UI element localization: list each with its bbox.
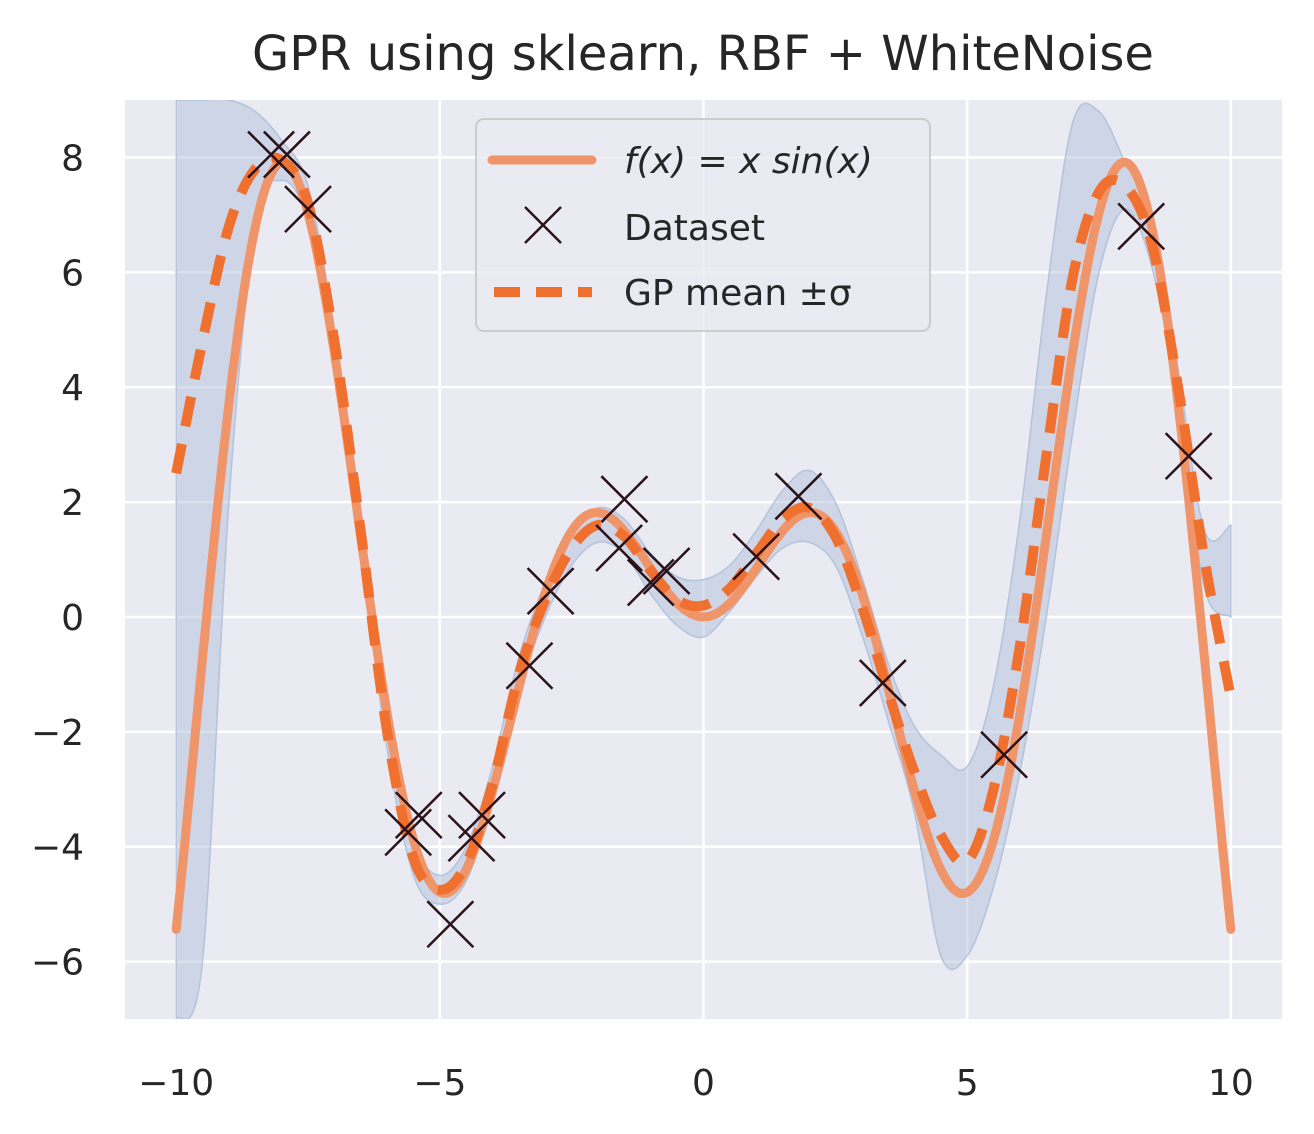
chart-title: GPR using sklearn, RBF + WhiteNoise [252,26,1154,82]
x-tick-label: 10 [1208,1063,1254,1104]
dataset-point [642,547,691,595]
dataset-point [526,567,575,615]
legend: f(x) = x sin(x) Dataset GP mean ±σ [475,118,931,332]
dataset-point [774,472,823,521]
y-tick-label: 2 [61,483,84,524]
dataset-point [1164,432,1213,480]
dataset-point [384,808,433,857]
dataset-point [394,791,443,839]
dataset-point [263,130,311,179]
dataset-point [458,791,506,839]
dataset-markers [247,130,1213,949]
legend-label-true-function: f(x) = x sin(x) [624,141,873,182]
dataset-point [600,475,649,524]
y-axis-ticks: −6 −4 −2 0 2 4 6 8 [31,138,84,983]
x-tick-label: 0 [692,1063,715,1104]
y-tick-label: −4 [31,828,84,869]
dataset-point [980,730,1028,779]
legend-swatch-dataset [524,206,562,244]
dataset-point [247,130,295,179]
dataset-point [626,558,675,607]
dataset-point [447,814,496,862]
gp-mean-line [171,152,1236,895]
x-axis-ticks: −10 −5 0 5 10 [138,1063,1254,1104]
dataset-point [284,185,332,234]
y-tick-label: 0 [61,598,84,639]
x-tick-label: 5 [956,1063,979,1104]
dataset-point [426,900,475,949]
dataset-point [1117,202,1166,251]
plot-layer [171,100,1236,1019]
legend-box [475,118,931,332]
legend-label-dataset: Dataset [624,208,765,249]
x-tick-label: −5 [413,1063,466,1104]
dataset-point [732,532,781,581]
y-tick-label: 8 [61,138,84,179]
y-tick-label: −2 [31,713,84,754]
y-tick-label: 4 [61,368,84,409]
dataset-point [858,659,907,707]
y-tick-label: 6 [61,253,84,294]
dataset-point [595,524,644,572]
x-tick-label: −10 [138,1063,214,1104]
y-tick-label: −6 [31,943,84,984]
legend-label-gp-mean: GP mean ±σ [624,273,852,314]
dataset-point [505,641,554,690]
